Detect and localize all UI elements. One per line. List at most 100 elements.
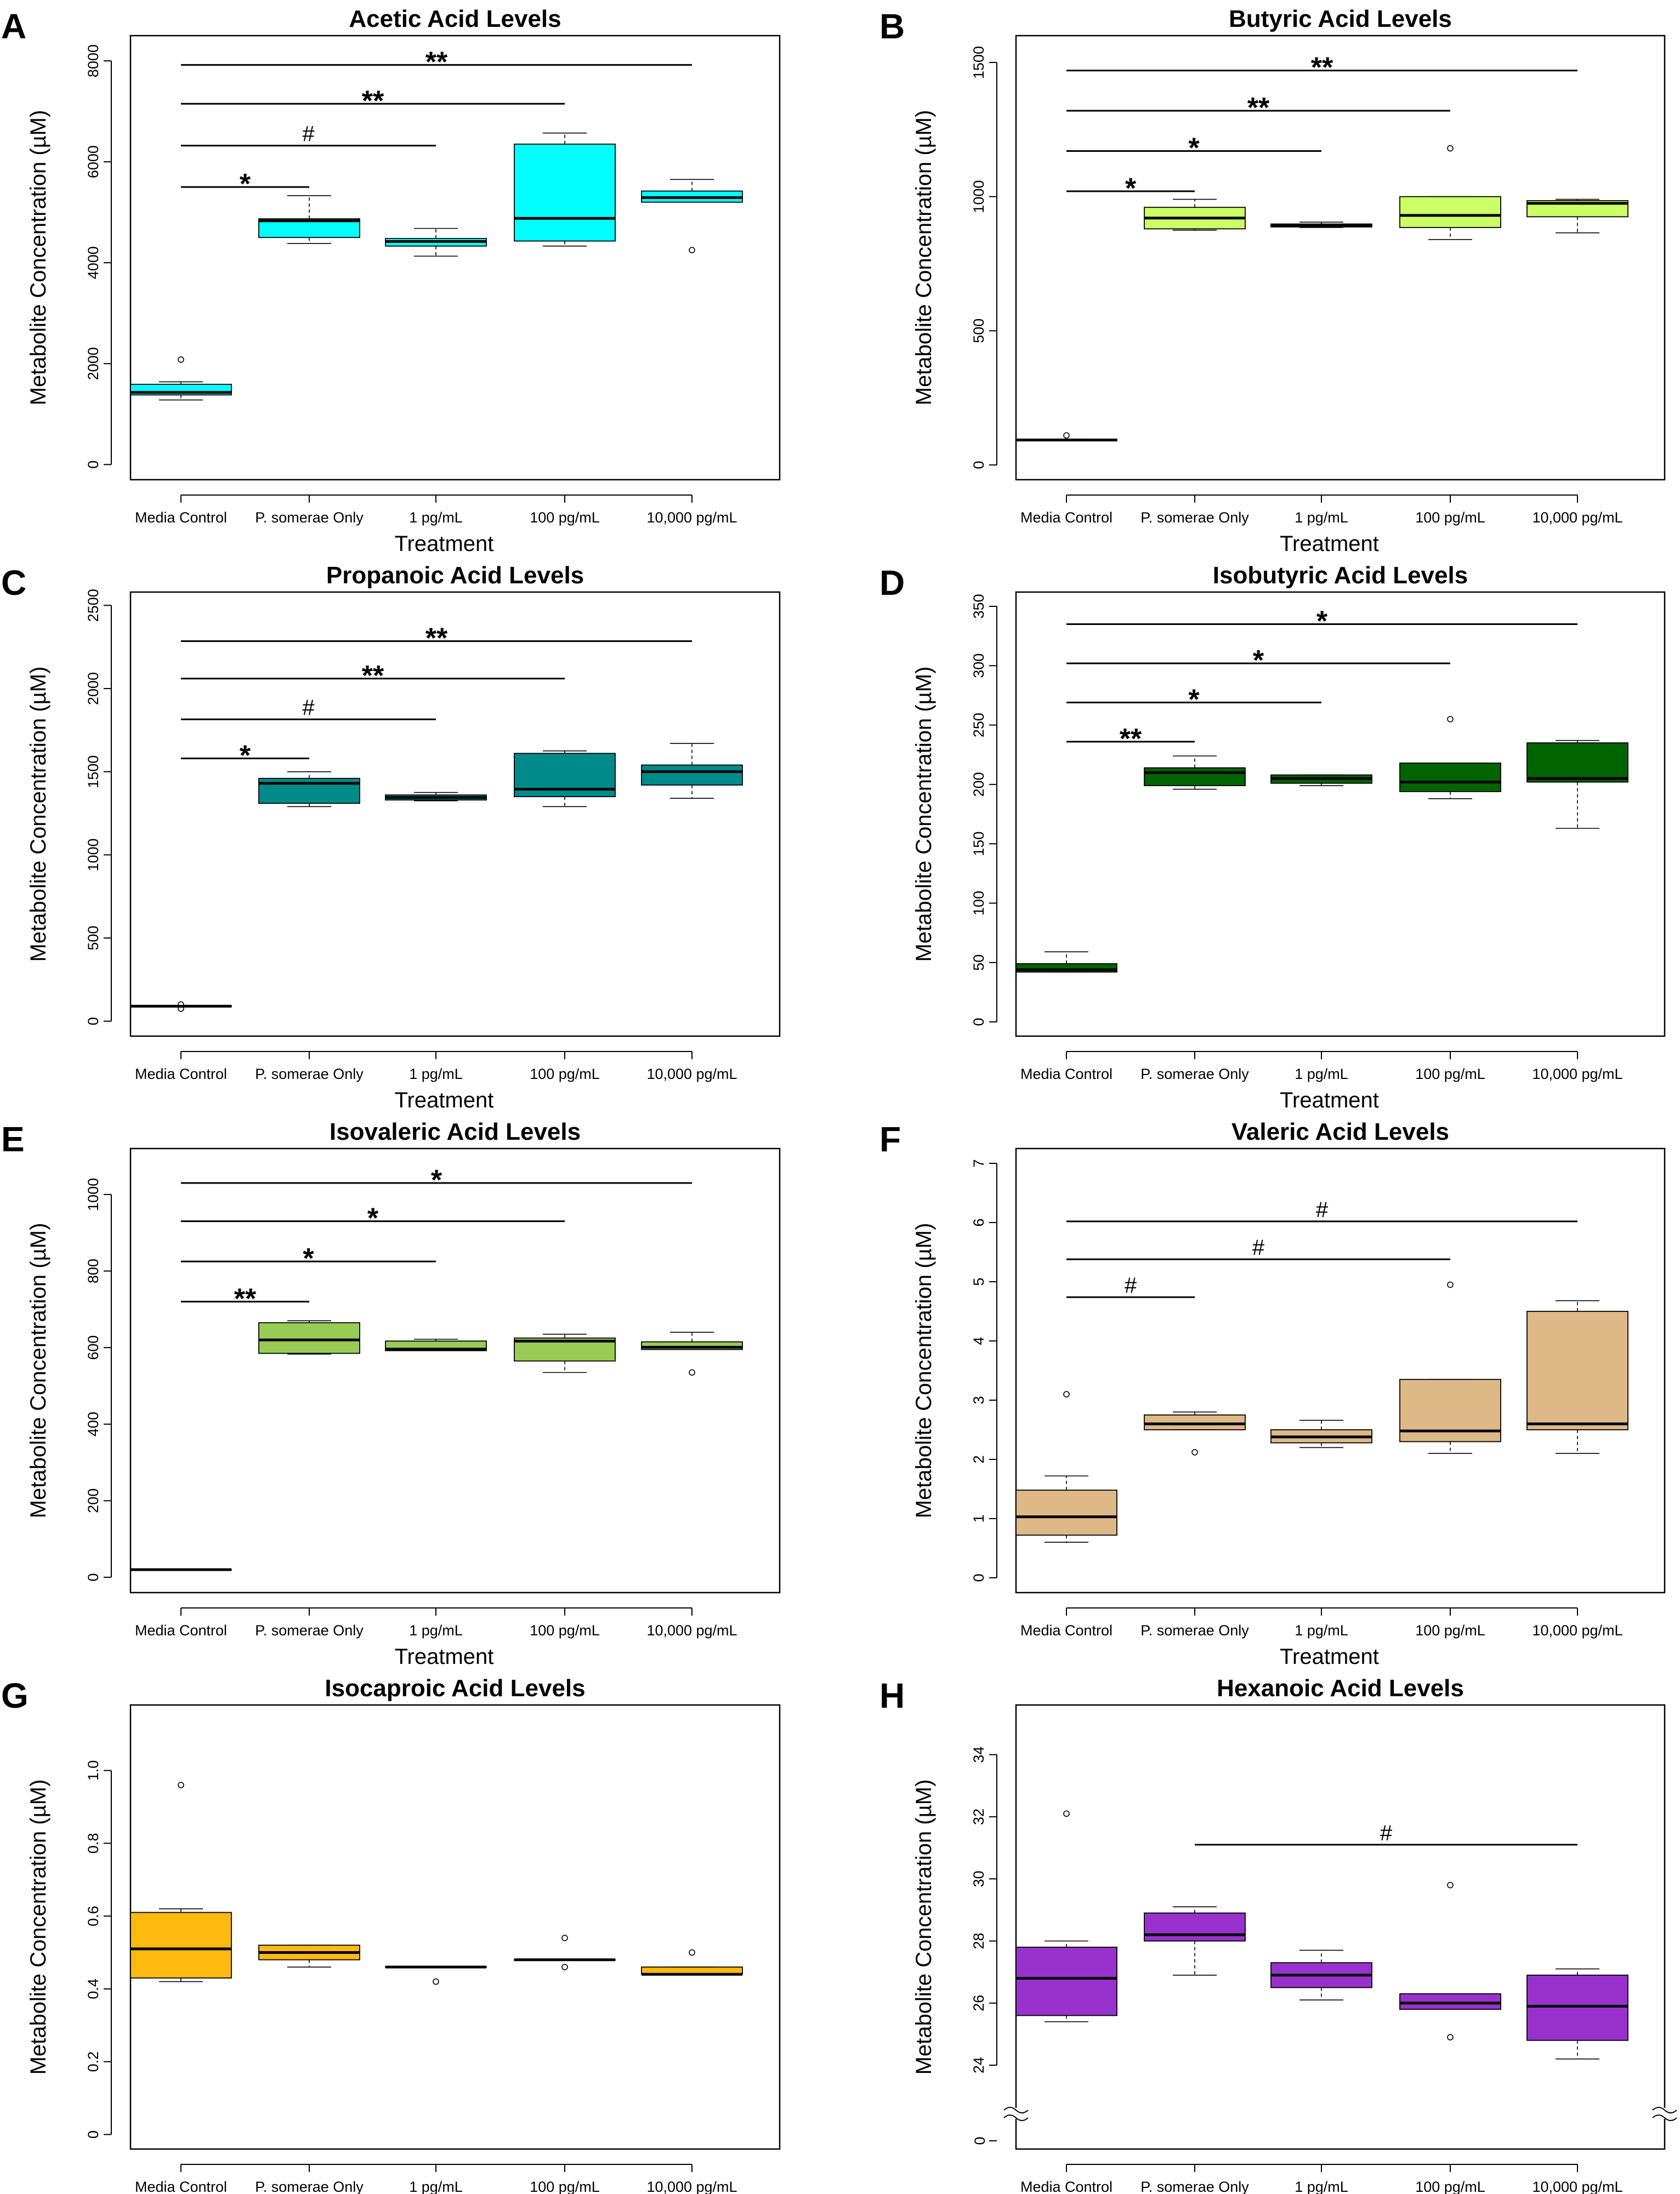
- y-axis: 0 24 26 28 30 32 34: [970, 1747, 997, 2145]
- box-1: [1015, 1391, 1117, 1543]
- box-5: [1526, 1300, 1628, 1454]
- axis-break-gap: [1655, 2108, 1675, 2119]
- y-tick-label: 1.0: [85, 1760, 101, 1781]
- x-tick-label: Media Control: [1020, 2179, 1113, 2194]
- panel-e: E Isovaleric Acid Levels 0 200 400 600 800 1000…: [1, 1118, 781, 1669]
- x-tick-label: Media Control: [1020, 1622, 1113, 1639]
- x-tick-label: 10,000 pg/mL: [1532, 1066, 1622, 1082]
- y-tick-label: 32: [970, 1809, 987, 1825]
- y-tick-label: 24: [970, 2057, 987, 2073]
- outlier-point: [1063, 1810, 1070, 1817]
- y-axis: 0 50 100 150 200 250 300 350: [970, 594, 997, 1026]
- panel-letter: H: [879, 1676, 905, 1715]
- x-tick-label: 1 pg/mL: [1295, 1066, 1348, 1082]
- box-4: [514, 1333, 616, 1373]
- significance-bracket: **: [1066, 52, 1577, 84]
- y-tick-label: 1000: [85, 1178, 101, 1211]
- y-tick-label: 8000: [85, 44, 101, 77]
- significance-bracket: *: [1066, 132, 1321, 164]
- x-axis: Media Control P. somerae Only 1 pg/mL 100 p…: [135, 1607, 737, 1639]
- panel-title: Isobutyric Acid Levels: [1213, 562, 1468, 589]
- box-body: [1144, 1414, 1246, 1430]
- x-tick-label: 10,000 pg/mL: [1532, 2179, 1622, 2194]
- x-tick-label: 10,000 pg/mL: [646, 1066, 737, 1082]
- x-tick-label: P. somerae Only: [255, 1622, 364, 1639]
- y-axis-title: Metabolite Concentration (µM): [26, 1780, 50, 2075]
- y-tick-label: 0: [970, 461, 987, 469]
- x-tick-label: P. somerae Only: [255, 2179, 364, 2194]
- x-axis: Media Control P. somerae Only 1 pg/mL 100 p…: [135, 2164, 737, 2194]
- significance-label: *: [303, 1243, 314, 1275]
- plot-frame: [129, 591, 781, 1037]
- x-tick-label: 10,000 pg/mL: [646, 509, 737, 526]
- significance-label: *: [1316, 605, 1328, 637]
- y-axis: 0 200 400 600 800 1000: [85, 1178, 112, 1582]
- box-2: [1144, 198, 1246, 231]
- x-tick-label: 1 pg/mL: [409, 1066, 463, 1082]
- box-3: [385, 228, 487, 257]
- y-tick-label: 4: [970, 1337, 987, 1345]
- box-2: [258, 1945, 360, 1968]
- x-axis-title: Treatment: [1280, 1088, 1379, 1112]
- box-2: [1144, 1411, 1246, 1456]
- y-axis-title: Metabolite Concentration (µM): [912, 110, 936, 406]
- y-axis: 0 1 2 3 4 5 6 7: [970, 1159, 997, 1582]
- significance-label: *: [240, 740, 251, 771]
- panel-title: Acetic Acid Levels: [349, 5, 561, 32]
- y-tick-label: 0: [970, 1018, 987, 1026]
- y-tick-label: 0: [85, 461, 101, 469]
- x-axis: Media Control P. somerae Only 1 pg/mL 100 p…: [135, 1051, 737, 1082]
- y-tick-label: 2000: [85, 672, 101, 705]
- significance-bracket: #: [181, 122, 436, 147]
- y-tick-label: 0.2: [85, 2051, 101, 2072]
- significance-bracket: *: [181, 1243, 436, 1275]
- outlier-point: [689, 247, 695, 253]
- x-axis-title: Treatment: [1280, 532, 1379, 556]
- plot-frame: [1015, 1704, 1666, 2150]
- box-4: [1399, 1281, 1501, 1454]
- box-4: [1399, 1882, 1501, 2040]
- box-5: [1526, 1968, 1628, 2060]
- x-tick-label: 100 pg/mL: [1415, 509, 1485, 526]
- box-2: [258, 771, 360, 808]
- box-3: [1270, 1949, 1372, 2000]
- y-tick-label: 500: [85, 925, 101, 950]
- plot-frame: [1015, 591, 1666, 1037]
- significance-label: *: [1188, 132, 1200, 164]
- y-tick-label: 500: [970, 319, 987, 343]
- box-5: [641, 1332, 743, 1376]
- significance-bracket: *: [181, 740, 309, 771]
- panel-g: G Isocaproic Acid Levels 0 0.2 0.4 0.6 0.8 1.0 M…: [1, 1675, 781, 2194]
- x-tick-label: 100 pg/mL: [1415, 1066, 1485, 1082]
- box-5: [1526, 198, 1628, 234]
- significance-bracket: **: [181, 46, 692, 78]
- x-tick-label: 1 pg/mL: [1295, 1622, 1348, 1639]
- y-tick-label: 0.6: [85, 1906, 101, 1926]
- significance-label: *: [367, 1203, 379, 1235]
- outlier-point: [433, 1978, 439, 1985]
- significance-bracket: **: [181, 622, 692, 654]
- panel-letter: C: [1, 563, 26, 603]
- significance-label: #: [1252, 1236, 1265, 1260]
- x-tick-label: 100 pg/mL: [530, 509, 600, 526]
- y-tick-label: 250: [970, 713, 987, 737]
- y-tick-label: 2500: [85, 589, 101, 622]
- significance-label: #: [1125, 1274, 1137, 1298]
- y-tick-label: 7: [970, 1159, 987, 1167]
- box-5: [641, 743, 743, 799]
- y-tick-label: 5: [970, 1277, 987, 1286]
- x-tick-label: Media Control: [135, 2179, 227, 2194]
- box-2: [1144, 1906, 1246, 1976]
- significance-bracket: **: [1066, 723, 1195, 755]
- y-tick-label: 0: [972, 2136, 988, 2145]
- y-tick-label: 0.4: [85, 1979, 101, 1999]
- x-axis-title: Treatment: [395, 532, 494, 556]
- x-axis: Media Control P. somerae Only 1 pg/mL 100 p…: [135, 494, 737, 526]
- significance-bracket: *: [181, 1203, 565, 1235]
- x-tick-label: 10,000 pg/mL: [646, 1622, 737, 1639]
- x-tick-label: 100 pg/mL: [530, 2179, 600, 2194]
- box-4: [514, 1935, 616, 1970]
- box-body: [130, 1912, 232, 1979]
- box-1: [1015, 951, 1117, 973]
- panel-title: Isovaleric Acid Levels: [330, 1118, 581, 1145]
